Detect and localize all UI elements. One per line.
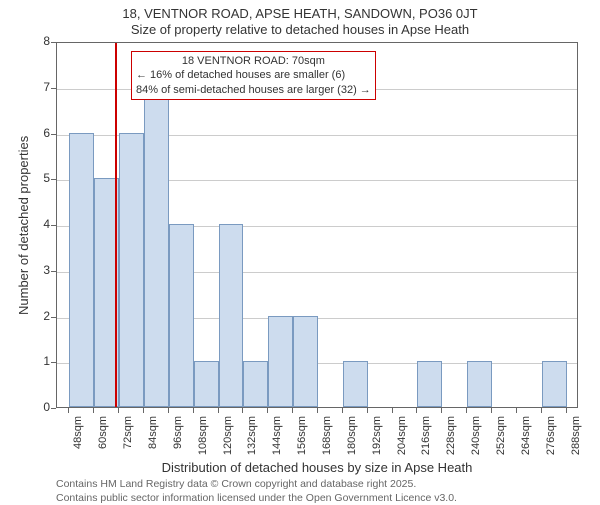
histogram-bar [343, 361, 368, 407]
x-tick-label: 84sqm [147, 416, 159, 464]
y-tick-mark [51, 225, 56, 226]
histogram-bar [268, 316, 293, 408]
y-tick-mark [51, 134, 56, 135]
x-tick-mark [516, 408, 517, 413]
histogram-bar [542, 361, 567, 407]
annotation-box: 18 VENTNOR ROAD: 70sqm← 16% of detached … [131, 51, 376, 100]
y-tick-label: 7 [32, 80, 50, 94]
annotation-line2: ← 16% of detached houses are smaller (6) [136, 68, 371, 82]
annotation-line3: 84% of semi-detached houses are larger (… [136, 83, 371, 97]
credits-block: Contains HM Land Registry data © Crown c… [56, 478, 457, 505]
y-tick-mark [51, 88, 56, 89]
x-tick-label: 144sqm [271, 416, 283, 464]
x-tick-label: 132sqm [246, 416, 258, 464]
x-tick-mark [193, 408, 194, 413]
y-tick-label: 2 [32, 309, 50, 323]
plot-area: 18 VENTNOR ROAD: 70sqm← 16% of detached … [56, 42, 578, 408]
x-tick-mark [541, 408, 542, 413]
y-tick-mark [51, 179, 56, 180]
chart-title-line1: 18, VENTNOR ROAD, APSE HEATH, SANDOWN, P… [0, 6, 600, 21]
x-tick-label: 252sqm [495, 416, 507, 464]
x-tick-label: 228sqm [445, 416, 457, 464]
x-tick-label: 216sqm [420, 416, 432, 464]
credits-line1: Contains HM Land Registry data © Crown c… [56, 478, 457, 492]
marker-line [115, 43, 117, 407]
x-tick-mark [267, 408, 268, 413]
x-tick-mark [566, 408, 567, 413]
x-tick-mark [168, 408, 169, 413]
y-tick-mark [51, 271, 56, 272]
histogram-bar [467, 361, 492, 407]
y-tick-mark [51, 42, 56, 43]
x-tick-mark [242, 408, 243, 413]
x-tick-mark [118, 408, 119, 413]
histogram-bar [69, 133, 94, 408]
x-tick-mark [367, 408, 368, 413]
x-tick-label: 96sqm [172, 416, 184, 464]
credits-line2: Contains public sector information licen… [56, 492, 457, 505]
x-tick-mark [93, 408, 94, 413]
x-tick-label: 204sqm [396, 416, 408, 464]
x-tick-mark [441, 408, 442, 413]
x-tick-mark [342, 408, 343, 413]
x-tick-label: 276sqm [545, 416, 557, 464]
x-tick-mark [218, 408, 219, 413]
chart-container: 18, VENTNOR ROAD, APSE HEATH, SANDOWN, P… [0, 0, 600, 500]
y-tick-mark [51, 362, 56, 363]
y-tick-label: 5 [32, 171, 50, 185]
chart-title-line2: Size of property relative to detached ho… [0, 22, 600, 37]
x-tick-mark [416, 408, 417, 413]
x-tick-mark [392, 408, 393, 413]
y-axis-label: Number of detached properties [16, 136, 31, 315]
histogram-bar [219, 224, 244, 407]
histogram-bar [144, 87, 169, 407]
x-tick-label: 108sqm [197, 416, 209, 464]
x-tick-label: 240sqm [470, 416, 482, 464]
annotation-line1: 18 VENTNOR ROAD: 70sqm [136, 54, 371, 68]
x-tick-label: 192sqm [371, 416, 383, 464]
x-tick-label: 72sqm [122, 416, 134, 464]
y-tick-mark [51, 317, 56, 318]
histogram-bar [169, 224, 194, 407]
histogram-bar [119, 133, 144, 408]
y-tick-label: 3 [32, 263, 50, 277]
x-tick-mark [317, 408, 318, 413]
x-tick-mark [491, 408, 492, 413]
y-tick-label: 0 [32, 400, 50, 414]
x-tick-mark [292, 408, 293, 413]
y-tick-label: 8 [32, 34, 50, 48]
x-tick-mark [466, 408, 467, 413]
x-tick-mark [143, 408, 144, 413]
y-tick-label: 1 [32, 354, 50, 368]
x-tick-label: 120sqm [222, 416, 234, 464]
y-tick-mark [51, 408, 56, 409]
x-tick-mark [68, 408, 69, 413]
histogram-bar [194, 361, 219, 407]
x-tick-label: 60sqm [97, 416, 109, 464]
x-tick-label: 180sqm [346, 416, 358, 464]
x-tick-label: 264sqm [520, 416, 532, 464]
y-tick-label: 6 [32, 126, 50, 140]
histogram-bar [293, 316, 318, 408]
histogram-bar [417, 361, 442, 407]
x-tick-label: 168sqm [321, 416, 333, 464]
x-tick-label: 48sqm [72, 416, 84, 464]
x-tick-label: 288sqm [570, 416, 582, 464]
y-tick-label: 4 [32, 217, 50, 231]
histogram-bar [243, 361, 268, 407]
x-tick-label: 156sqm [296, 416, 308, 464]
